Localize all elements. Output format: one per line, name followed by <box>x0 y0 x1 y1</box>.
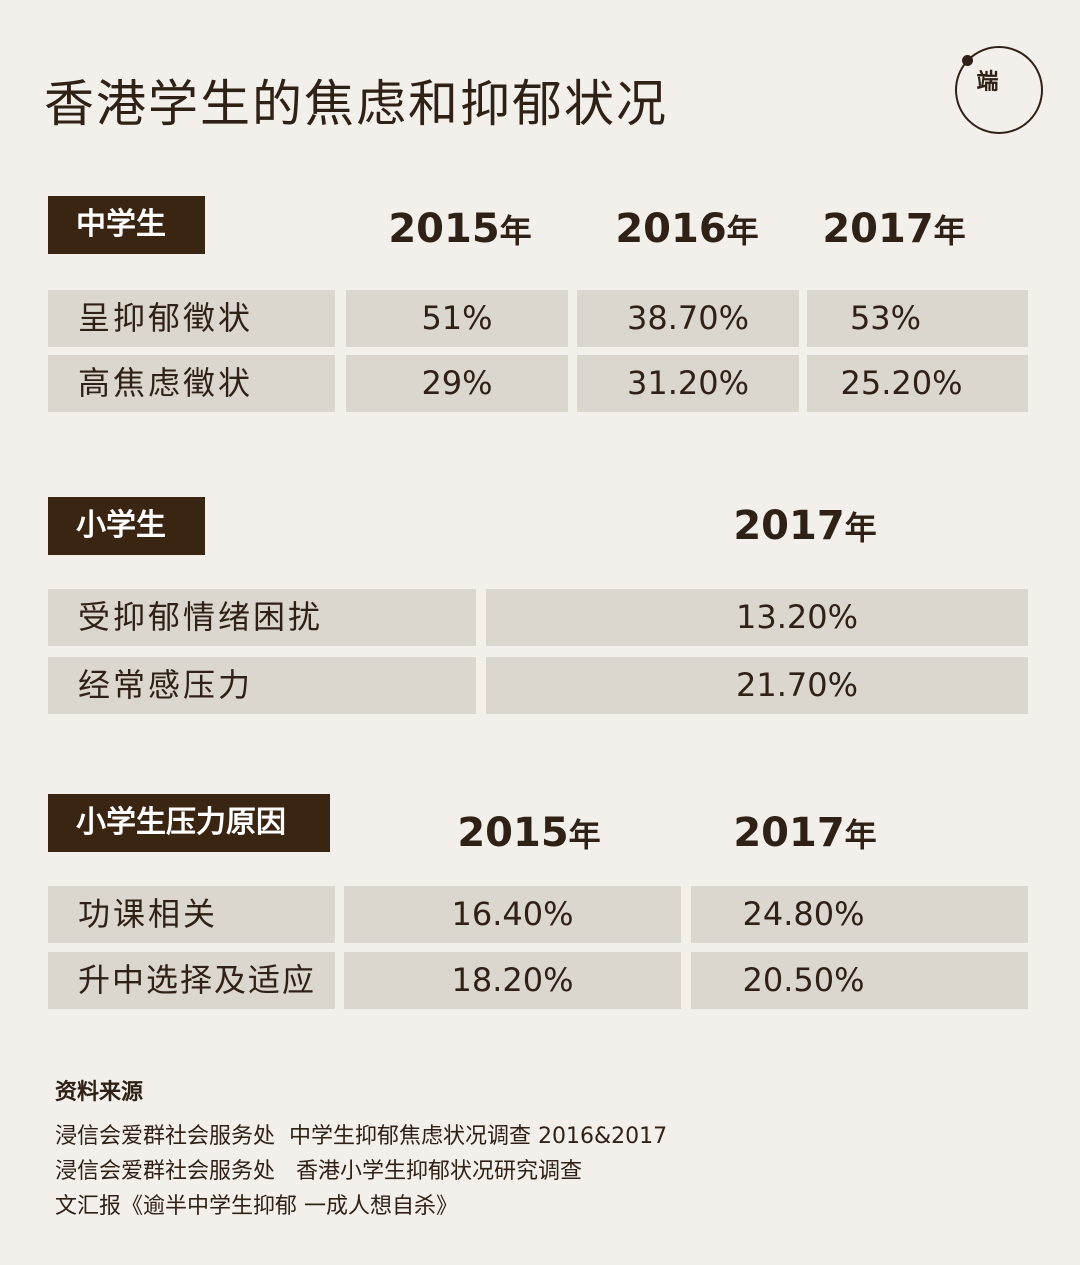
section-tag-stress-causes: 小学生压力原因 <box>48 794 330 852</box>
logo-dot <box>962 55 973 66</box>
logo-text: 端 <box>976 70 1000 95</box>
row-label: 功课相关 <box>48 886 335 943</box>
section-tag-secondary: 中学生 <box>48 196 205 254</box>
value-cell: 38.70% <box>577 290 799 347</box>
value-cell: 13.20% <box>486 589 1028 646</box>
value-cell: 29% <box>346 355 568 412</box>
initium-logo-icon <box>955 46 1043 134</box>
row-label: 经常感压力 <box>48 657 476 714</box>
value-cell: 51% <box>346 290 568 347</box>
year-header: 2016年 <box>615 206 759 252</box>
value-cell: 24.80% <box>691 886 1028 943</box>
year-header: 2017年 <box>733 503 877 549</box>
year-header: 2015年 <box>457 810 601 856</box>
value-cell: 25.20% <box>807 355 1028 412</box>
value-cell: 31.20% <box>577 355 799 412</box>
year-header: 2017年 <box>733 810 877 856</box>
row-label: 高焦虑徵状 <box>48 355 335 412</box>
value-cell: 21.70% <box>486 657 1028 714</box>
section-tag-primary: 小学生 <box>48 497 205 555</box>
row-label: 升中选择及适应 <box>48 952 335 1009</box>
row-label: 受抑郁情绪困扰 <box>48 589 476 646</box>
page-title: 香港学生的焦虑和抑郁状况 <box>44 75 668 133</box>
year-header: 2017年 <box>822 206 966 252</box>
value-cell: 18.20% <box>344 952 681 1009</box>
year-header: 2015年 <box>388 206 532 252</box>
row-label: 呈抑郁徵状 <box>48 290 335 347</box>
source-line: 浸信会爱群社会服务处 香港小学生抑郁状况研究调查 <box>55 1159 582 1184</box>
value-cell: 20.50% <box>691 952 1028 1009</box>
source-line: 文汇报《逾半中学生抑郁 一成人想自杀》 <box>55 1194 458 1219</box>
value-cell: 53% <box>807 290 1028 347</box>
source-line: 浸信会爱群社会服务处 中学生抑郁焦虑状况调查 2016&2017 <box>55 1124 668 1149</box>
value-cell: 16.40% <box>344 886 681 943</box>
sources-heading: 资料来源 <box>55 1080 144 1105</box>
